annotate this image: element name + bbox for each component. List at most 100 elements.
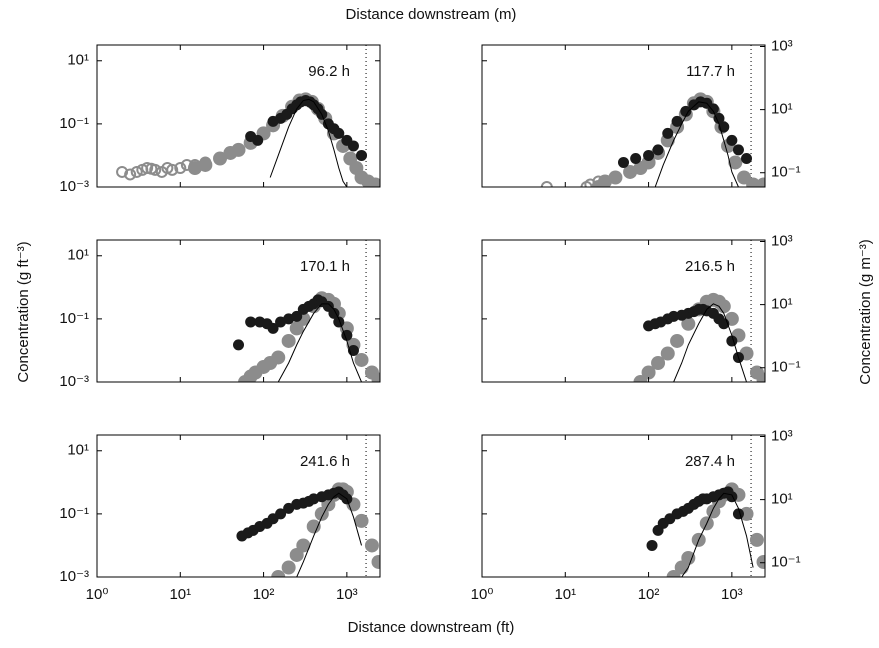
point bbox=[671, 115, 683, 127]
y2-tick-label: 10¹ bbox=[771, 296, 793, 313]
point bbox=[630, 153, 642, 165]
open-point bbox=[540, 181, 553, 187]
point bbox=[726, 491, 738, 503]
point bbox=[756, 372, 765, 382]
x-tick-label: 10³ bbox=[721, 586, 743, 603]
model-line bbox=[277, 303, 362, 382]
plot-area bbox=[646, 435, 765, 577]
y-tick-label: 10⁻¹ bbox=[59, 115, 89, 132]
open-point bbox=[116, 165, 129, 178]
open-point bbox=[124, 168, 137, 181]
y2-tick-label: 10³ bbox=[771, 37, 793, 54]
point bbox=[306, 519, 321, 534]
x-tick-label: 10¹ bbox=[169, 586, 191, 603]
point bbox=[681, 551, 696, 566]
top-axis-title: Distance downstream (m) bbox=[346, 6, 517, 23]
point bbox=[641, 365, 656, 380]
plot-frame bbox=[96, 434, 381, 578]
point bbox=[328, 307, 340, 319]
plot-area bbox=[633, 240, 765, 382]
point bbox=[756, 177, 765, 187]
y-tick-label: 10⁻¹ bbox=[59, 505, 89, 522]
point bbox=[368, 177, 380, 187]
point bbox=[371, 554, 380, 569]
point bbox=[233, 339, 244, 351]
model-line bbox=[654, 101, 739, 187]
y2-tick-label: 10¹ bbox=[771, 491, 793, 508]
plot-frame bbox=[481, 44, 766, 188]
plot-area bbox=[540, 45, 765, 187]
point bbox=[668, 310, 680, 322]
point bbox=[356, 149, 368, 161]
open-point bbox=[149, 163, 162, 176]
panel: 10⁰ 10¹ 10² 10³ 10⁻³ 10⁻¹ 10¹ 241.6 h bbox=[59, 434, 381, 603]
x-tick-label: 10³ bbox=[336, 586, 358, 603]
plot-area bbox=[233, 240, 380, 382]
y2-tick-label: 10⁻¹ bbox=[771, 359, 801, 376]
point bbox=[231, 142, 246, 157]
y2-axis-title: Concentration (g m⁻³) bbox=[857, 239, 874, 384]
y2-tick-label: 10³ bbox=[771, 232, 793, 249]
point bbox=[726, 134, 738, 146]
y-tick-label: 10¹ bbox=[67, 52, 89, 69]
point bbox=[681, 316, 696, 331]
point bbox=[275, 508, 287, 520]
point bbox=[716, 299, 731, 314]
point bbox=[643, 149, 655, 161]
point bbox=[267, 322, 279, 334]
model-line bbox=[269, 98, 348, 187]
point bbox=[662, 127, 674, 139]
panel: 10⁻¹ 10¹ 10³ 216.5 h bbox=[481, 232, 801, 383]
open-point bbox=[166, 163, 179, 176]
y-tick-label: 10⁻¹ bbox=[59, 310, 89, 327]
point bbox=[252, 134, 264, 146]
plot-frame bbox=[96, 239, 381, 383]
point bbox=[660, 346, 675, 361]
point bbox=[732, 144, 744, 156]
point bbox=[198, 157, 213, 172]
point bbox=[739, 506, 754, 521]
point bbox=[333, 127, 345, 139]
point bbox=[354, 513, 369, 528]
point bbox=[354, 352, 369, 367]
point bbox=[333, 316, 345, 328]
y-axis-title: Concentration (g ft⁻³) bbox=[15, 241, 32, 382]
annotation: 96.2 h bbox=[308, 63, 350, 80]
annotation: 241.6 h bbox=[300, 453, 350, 470]
point bbox=[756, 554, 765, 569]
point bbox=[371, 372, 380, 382]
open-point bbox=[141, 162, 154, 175]
panel: 10⁻¹ 10¹ 10³ 117.7 h bbox=[481, 37, 801, 188]
annotation: 170.1 h bbox=[300, 258, 350, 275]
point bbox=[670, 333, 685, 348]
point bbox=[271, 350, 286, 365]
point bbox=[347, 140, 359, 152]
point bbox=[680, 105, 692, 117]
x-tick-label: 10² bbox=[638, 586, 660, 603]
point bbox=[245, 316, 257, 328]
y2-tick-label: 10¹ bbox=[771, 101, 793, 118]
plot-frame bbox=[481, 239, 766, 383]
y-tick-label: 10⁻³ bbox=[59, 373, 89, 390]
y-tick-label: 10¹ bbox=[67, 442, 89, 459]
point bbox=[291, 310, 303, 322]
model-line bbox=[673, 303, 747, 382]
point bbox=[741, 153, 753, 165]
x-axis-title: Distance downstream (ft) bbox=[348, 619, 515, 636]
x-tick-label: 10⁰ bbox=[86, 586, 109, 603]
point bbox=[271, 570, 286, 577]
x-tick-label: 10¹ bbox=[554, 586, 576, 603]
point bbox=[608, 170, 623, 185]
point bbox=[618, 156, 629, 168]
plot-frame bbox=[481, 434, 766, 578]
point bbox=[213, 151, 228, 166]
annotation: 117.7 h bbox=[686, 63, 735, 80]
open-point bbox=[174, 162, 187, 175]
open-point bbox=[130, 165, 143, 178]
point bbox=[281, 333, 296, 348]
y-tick-label: 10⁻³ bbox=[59, 568, 89, 585]
point bbox=[728, 155, 743, 170]
annotation: 216.5 h bbox=[685, 258, 735, 275]
point bbox=[281, 560, 296, 575]
model-line bbox=[681, 492, 754, 577]
